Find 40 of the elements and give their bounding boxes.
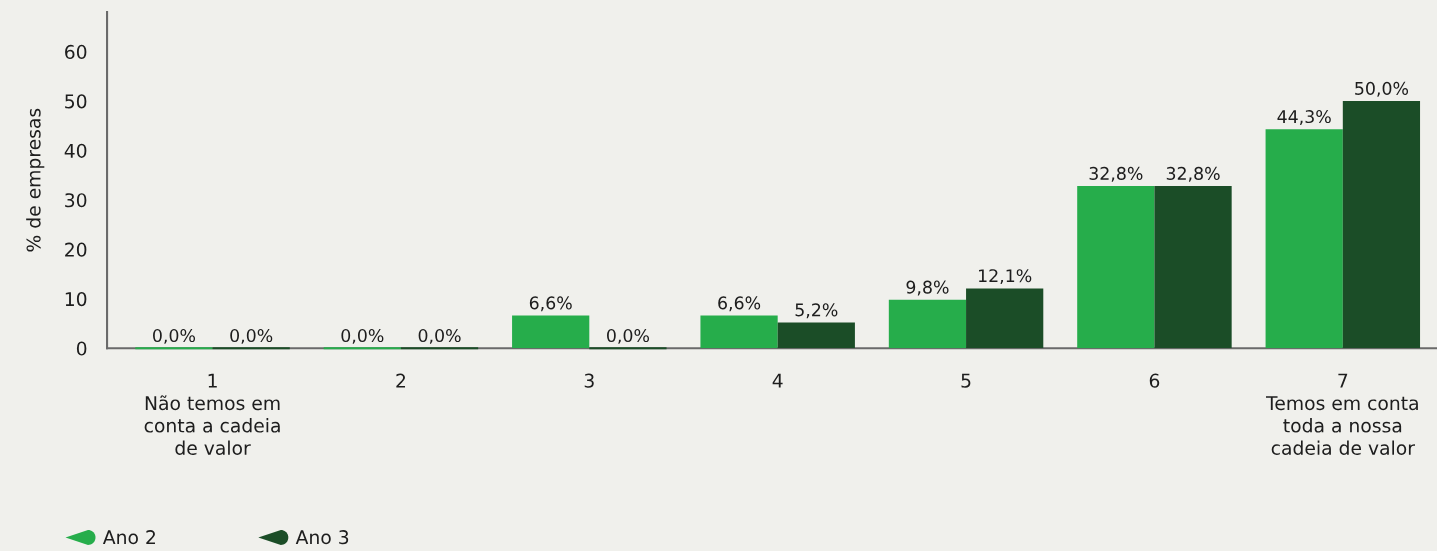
y-tick-label: 10 [65, 292, 87, 307]
bar [966, 288, 1044, 349]
bar [888, 299, 967, 349]
data-label: 0,0% [230, 328, 273, 344]
data-label: 0,0% [607, 328, 650, 344]
bar [1077, 186, 1155, 349]
x-tick-label: 5 [961, 373, 971, 388]
data-label: 5,2% [795, 303, 838, 319]
data-label: 9,8% [906, 280, 949, 296]
legend-label: Ano 3 [295, 530, 349, 545]
y-tick-label: 50 [65, 94, 87, 109]
x-tick-label: 6 [1149, 373, 1160, 388]
data-label: 12,1% [979, 269, 1032, 285]
data-label: 0,0% [418, 328, 461, 344]
bar [1154, 186, 1232, 349]
y-tick-label: 0 [76, 341, 87, 356]
data-label: 0,0% [153, 328, 196, 344]
data-label: 6,6% [529, 296, 572, 312]
data-label: 0,0% [341, 328, 384, 344]
x-tick-label: 1 Não temos em conta a cadeia de valor [144, 373, 280, 456]
y-tick-label: 40 [64, 143, 87, 158]
y-tick-label: 20 [65, 242, 87, 257]
bar [1342, 101, 1421, 349]
x-tick-label: 2 [396, 373, 406, 388]
data-label: 44,3% [1277, 109, 1331, 125]
x-tick-label: 4 [772, 373, 783, 388]
bar [777, 322, 855, 349]
x-tick-label: 3 [584, 373, 594, 388]
bar [1265, 129, 1343, 349]
y-tick-label: 60 [65, 44, 87, 60]
data-label: 32,8% [1166, 166, 1220, 182]
data-label: 32,8% [1089, 166, 1143, 182]
bar [512, 315, 590, 349]
x-tick-label: 7 Temos em conta toda a nossa cadeia de valor [1265, 373, 1418, 456]
bar [700, 315, 778, 349]
data-label: 6,6% [718, 296, 761, 312]
y-tick-label: 30 [65, 193, 87, 208]
y-axis-title: % de empresas [26, 108, 45, 252]
data-label: 50,0% [1355, 81, 1409, 97]
legend-label: Ano 2 [102, 530, 155, 545]
